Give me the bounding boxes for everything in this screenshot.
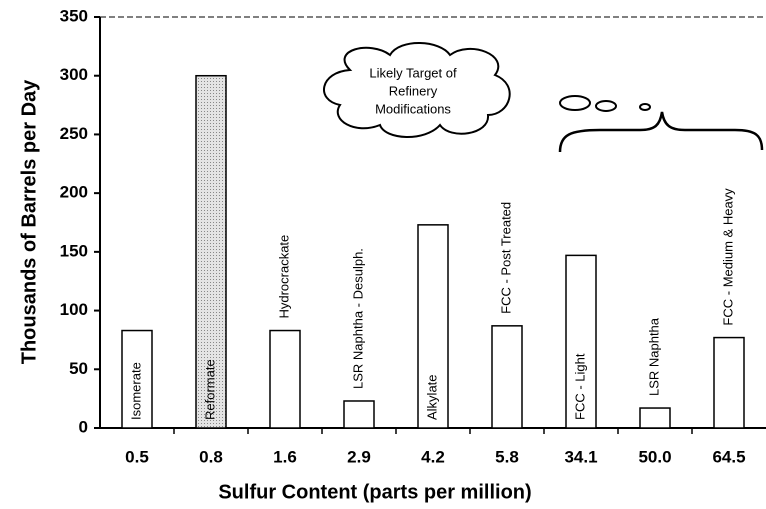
annotation-line: Refinery xyxy=(389,83,438,98)
x-tick-label: 5.8 xyxy=(495,447,519,466)
y-axis-label: Thousands of Barrels per Day xyxy=(18,79,40,364)
bar-label: LSR Naphtha xyxy=(646,317,661,396)
y-tick-label: 350 xyxy=(60,6,88,25)
x-tick-label: 0.8 xyxy=(199,447,223,466)
x-tick-label: 2.9 xyxy=(347,447,371,466)
bar-label: FCC - Post Treated xyxy=(498,202,513,314)
x-tick-label: 34.1 xyxy=(564,447,597,466)
x-axis-label: Sulfur Content (parts per million) xyxy=(218,481,531,503)
x-tick-label: 0.5 xyxy=(125,447,149,466)
bar-label: FCC - Medium & Heavy xyxy=(720,188,735,326)
bar-label: Isomerate xyxy=(128,362,143,420)
y-tick-label: 200 xyxy=(60,183,88,202)
bar-label: Hydrocrackate xyxy=(276,235,291,319)
y-tick-label: 300 xyxy=(60,65,88,84)
bar xyxy=(565,254,597,429)
x-tick-label: 1.6 xyxy=(273,447,297,466)
bar-label: Alkylate xyxy=(424,374,439,420)
bar-label: LSR Naphtha - Desulph. xyxy=(350,248,365,389)
y-tick-label: 50 xyxy=(69,359,88,378)
y-tick-label: 150 xyxy=(60,241,88,260)
y-tick-label: 250 xyxy=(60,124,88,143)
y-tick-label: 100 xyxy=(60,300,88,319)
bar xyxy=(343,400,375,429)
bar xyxy=(121,329,153,429)
bar-label: FCC - Light xyxy=(572,353,587,420)
bar xyxy=(269,329,301,429)
bar xyxy=(713,336,745,429)
bar xyxy=(491,325,523,429)
bar xyxy=(417,224,449,429)
bar xyxy=(195,74,227,429)
x-tick-label: 64.5 xyxy=(712,447,745,466)
y-tick-label: 0 xyxy=(79,417,88,436)
annotation-line: Likely Target of xyxy=(369,65,457,80)
bar-label: Reformate xyxy=(202,359,217,420)
x-tick-label: 4.2 xyxy=(421,447,445,466)
annotation-line: Modifications xyxy=(375,101,451,116)
cloud-annotation: Likely Target of Refinery Modifications xyxy=(323,42,764,153)
x-tick-label: 50.0 xyxy=(638,447,671,466)
bar xyxy=(639,407,671,429)
